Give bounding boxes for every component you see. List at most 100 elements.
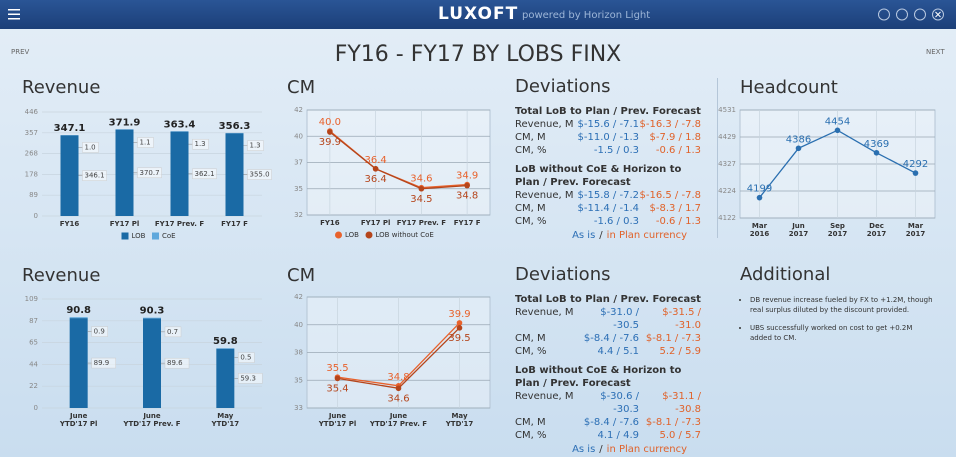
notes: DB revenue increase fueled by FX to +1.2…	[740, 295, 935, 343]
value-label: 1.3	[195, 140, 206, 148]
section-heading: LoB without CoE & Horizon to Plan / Prev…	[515, 365, 682, 389]
currency-legend: As is / in Plan currency	[515, 230, 705, 241]
x-tick-label: June YTD'17 Pl	[318, 412, 357, 428]
label-box	[192, 168, 217, 180]
y-tick-label: 0	[34, 404, 38, 412]
bar	[115, 129, 134, 216]
deviation-value: $-31.1 / -30.8	[662, 391, 701, 415]
series-line	[329, 131, 468, 190]
y-tick-label: 268	[25, 150, 38, 158]
label-box	[164, 326, 182, 338]
deviation-value: $-15.8 / -7.2	[577, 190, 639, 201]
brand: LUXOFT	[438, 4, 519, 24]
y-tick-label: 42	[294, 106, 303, 114]
y-tick-label: 109	[25, 295, 38, 303]
next-button[interactable]: NEXT	[926, 48, 945, 56]
value-label: 40.0	[319, 117, 341, 128]
value-label: 39.9	[319, 137, 341, 148]
legend-text: in Plan currency	[606, 444, 687, 455]
header-bar: LUXOFT powered by Horizon Light	[0, 0, 956, 29]
label-box	[91, 326, 108, 337]
deviation-value: $-8.1 / -7.3	[645, 333, 701, 344]
legend-swatch	[365, 231, 373, 239]
menu-icon[interactable]	[6, 0, 26, 29]
value-label: 39.9	[448, 309, 470, 320]
y-tick-label: 38	[294, 349, 303, 357]
point	[795, 145, 802, 152]
row-label: Revenue, M	[515, 190, 574, 201]
bar	[69, 318, 88, 408]
y-tick-label: 35	[294, 185, 303, 193]
label-bracket	[78, 147, 83, 176]
x-tick-label: Mar 2017	[906, 222, 926, 238]
point	[456, 325, 463, 331]
x-tick-label: Jun 2017	[789, 222, 809, 238]
label-box	[247, 140, 264, 151]
total-label: 59.8	[213, 336, 238, 347]
y-tick-label: 37	[294, 159, 303, 167]
y-tick-label: 4224	[718, 187, 736, 195]
deviation-value: 5.2 / 5.9	[659, 346, 701, 357]
y-tick-label: 40	[294, 321, 303, 329]
bar	[143, 318, 161, 408]
value-label: 0.5	[240, 354, 251, 362]
point	[756, 194, 763, 201]
deviation-row: CM, M $-11.4 / -1.4 $-8.3 / 1.7	[515, 202, 705, 215]
value-label: 39.5	[448, 333, 470, 344]
bar	[69, 317, 88, 319]
y-tick-label: 87	[29, 317, 38, 325]
x-tick-label: June YTD'17 Prev. F	[122, 412, 180, 428]
point	[395, 385, 402, 392]
total-label: 356.3	[219, 121, 251, 132]
header-icons[interactable]	[874, 0, 954, 29]
row-label: CM, M	[515, 203, 546, 214]
y-tick-label: 65	[29, 339, 38, 347]
deviation-row: Revenue, M $-31.0 / -30.5 $-31.5 / -31.0	[515, 306, 705, 332]
value-label: 346.1	[85, 172, 105, 180]
x-tick-label: May YTD'17	[211, 412, 240, 428]
deviation-row: CM, % 4.4 / 5.1 5.2 / 5.9	[515, 345, 705, 358]
value-label: 362.1	[195, 170, 215, 178]
x-tick-label: FY16	[60, 220, 80, 228]
deviation-value: 5.0 / 5.7	[659, 430, 701, 441]
deviation-value: $-7.9 / 1.8	[649, 132, 701, 143]
legend-label: LOB	[345, 231, 359, 239]
bar	[216, 348, 235, 408]
row-label: Revenue, M	[515, 119, 574, 130]
section-heading: Total LoB to Plan / Prev. Forecast	[515, 294, 701, 305]
label-box	[91, 357, 116, 369]
value-label: 4386	[786, 134, 811, 145]
x-tick-label: Mar 2016	[750, 222, 770, 238]
value-label: 4369	[864, 139, 889, 150]
point	[464, 182, 470, 189]
y-tick-label: 357	[25, 129, 38, 137]
row-label: CM, %	[515, 346, 547, 357]
y-tick-label: 0	[34, 212, 38, 220]
legend-label: LOB without CoE	[376, 231, 434, 239]
value-label: 89.6	[167, 359, 183, 367]
panel-title: Deviations	[515, 264, 611, 285]
row-label: Revenue, M	[515, 307, 574, 318]
panel-title: Deviations	[515, 76, 611, 97]
prev-button[interactable]: PREV	[11, 48, 30, 56]
legend-label: LOB	[132, 232, 146, 240]
deviation-value: $-30.6 / -30.3	[600, 391, 639, 415]
y-tick-label: 4327	[718, 160, 736, 168]
deviation-value: $-8.4 / -7.6	[583, 417, 639, 428]
y-tick-label: 89	[29, 191, 38, 199]
label-box	[82, 142, 99, 153]
deviation-value: -0.6 / 1.3	[655, 145, 701, 156]
total-label: 90.8	[66, 305, 91, 316]
point	[912, 170, 919, 176]
x-tick-label: May YTD'17	[445, 412, 474, 428]
value-label: 34.5	[410, 194, 432, 205]
deviation-value: -0.6 / 1.3	[655, 216, 701, 227]
deviation-value: $-11.0 / -1.3	[577, 132, 639, 143]
deviation-row: CM, % 4.1 / 4.9 5.0 / 5.7	[515, 429, 705, 442]
label-box	[192, 138, 209, 150]
y-tick-label: 4531	[718, 106, 736, 114]
page-title: FY16 - FY17 BY LOBS FINX	[334, 42, 622, 67]
deviation-value: $-11.4 / -1.4	[577, 203, 639, 214]
value-label: 34.6	[387, 393, 409, 404]
legend-text: /	[599, 444, 603, 455]
